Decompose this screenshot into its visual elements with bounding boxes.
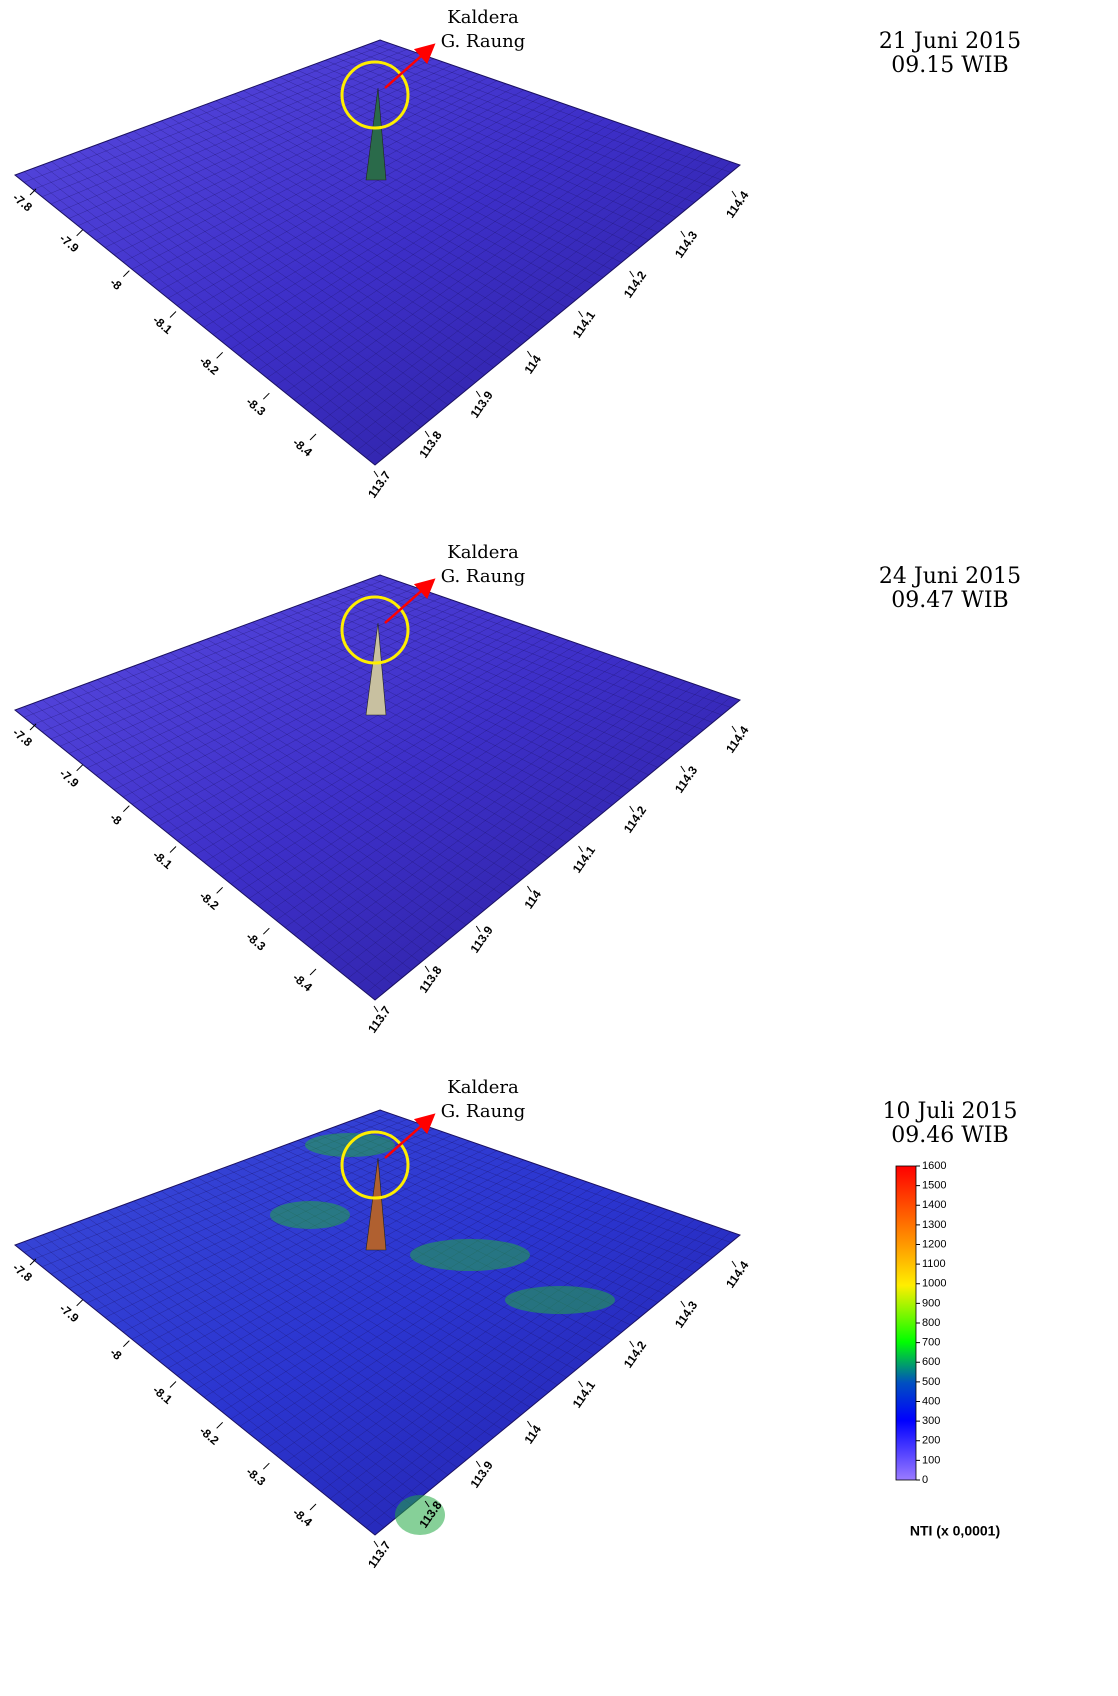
time: 09.47 WIB (891, 588, 1008, 613)
lat-tick-label: -8 (107, 275, 124, 293)
lat-tick (77, 765, 83, 771)
colorbar-tick-label: 900 (922, 1297, 940, 1309)
lon-tick-label: 113.7 (365, 468, 393, 500)
colorbar-tick-label: 1200 (922, 1238, 946, 1250)
lon-tick-label: 114.4 (723, 1258, 751, 1290)
green-ridge (410, 1239, 530, 1271)
lat-tick (123, 806, 129, 812)
colorbar-tick-label: 1400 (922, 1199, 946, 1211)
lat-tick (263, 1463, 269, 1469)
lon-tick-label: 113.9 (467, 923, 495, 955)
colorbar-tick-label: 200 (922, 1435, 940, 1447)
lat-tick (170, 1382, 176, 1388)
lon-tick-label: 114.2 (621, 268, 649, 300)
annotation: G. Raung (441, 31, 526, 52)
lat-tick (263, 393, 269, 399)
lat-tick (77, 1300, 83, 1306)
date: 21 Juni 2015 (879, 29, 1021, 54)
colorbar-tick-label: 700 (922, 1337, 940, 1349)
colorbar-tick-label: 600 (922, 1356, 940, 1368)
lon-tick-label: 114 (521, 352, 544, 376)
lon-tick-label: 113.9 (467, 1458, 495, 1490)
colorbar-tick-label: 300 (922, 1415, 940, 1427)
lat-tick (170, 312, 176, 318)
lat-tick (123, 271, 129, 277)
colorbar-tick-label: 0 (922, 1474, 928, 1486)
date: 24 Juni 2015 (879, 564, 1021, 589)
lon-tick-label: 114 (521, 887, 544, 911)
panel: KalderaG. Raung21 Juni 201509.15 WIB-7.8… (10, 7, 1021, 501)
time: 09.46 WIB (891, 1123, 1008, 1148)
lat-tick (77, 230, 83, 236)
lon-tick-label: 113.7 (365, 1538, 393, 1570)
colorbar-tick-label: 400 (922, 1395, 940, 1407)
green-ridge (505, 1286, 615, 1314)
lat-tick (170, 847, 176, 853)
lon-tick-label: 114.2 (621, 1338, 649, 1370)
date: 10 Juli 2015 (882, 1099, 1017, 1124)
lat-tick (217, 1422, 223, 1428)
figure: KalderaG. Raung21 Juni 201509.15 WIB-7.8… (0, 0, 1118, 1696)
colorbar-tick-label: 1500 (922, 1180, 946, 1192)
annotation: Kaldera (447, 7, 519, 28)
lat-tick (217, 887, 223, 893)
lon-tick-label: 114.3 (672, 1298, 700, 1330)
colorbar-tick-label: 800 (922, 1317, 940, 1329)
lat-tick (123, 1341, 129, 1347)
annotation: Kaldera (447, 542, 519, 563)
lat-tick (263, 928, 269, 934)
colorbar-tick-label: 1600 (922, 1160, 946, 1172)
colorbar-tick-label: 500 (922, 1376, 940, 1388)
colorbar-tick-label: 100 (922, 1454, 940, 1466)
lat-tick (310, 434, 316, 440)
lon-tick-label: 114 (521, 1422, 544, 1446)
time: 09.15 WIB (891, 53, 1008, 78)
colorbar-tick-label: 1100 (922, 1258, 946, 1270)
lon-tick-label: 114.2 (621, 803, 649, 835)
lon-tick-label: 113.7 (365, 1003, 393, 1035)
lat-tick (217, 352, 223, 358)
lon-tick-label: 114.1 (570, 1378, 598, 1410)
lat-tick (310, 969, 316, 975)
annotation: Kaldera (447, 1077, 519, 1098)
lon-tick-label: 113.9 (467, 388, 495, 420)
lat-tick-label: -8 (107, 1345, 124, 1363)
colorbar (896, 1166, 916, 1480)
colorbar-tick-label: 1300 (922, 1219, 946, 1231)
lon-tick-label: 113.8 (416, 428, 444, 460)
lat-tick (310, 1504, 316, 1510)
colorbar-title: NTI (x 0,0001) (910, 1523, 1000, 1539)
annotation: G. Raung (441, 1101, 526, 1122)
lon-tick-label: 114.4 (723, 188, 751, 220)
colorbar-tick-label: 1000 (922, 1278, 946, 1290)
annotation: G. Raung (441, 566, 526, 587)
lon-tick-label: 113.8 (416, 963, 444, 995)
lon-tick-label: 114.3 (672, 228, 700, 260)
lon-tick-label: 114.1 (570, 843, 598, 875)
lon-tick-label: 114.1 (570, 308, 598, 340)
green-ridge (270, 1201, 350, 1229)
lon-tick-label: 114.3 (672, 763, 700, 795)
lat-tick-label: -8 (107, 810, 124, 828)
lon-tick-label: 114.4 (723, 723, 751, 755)
